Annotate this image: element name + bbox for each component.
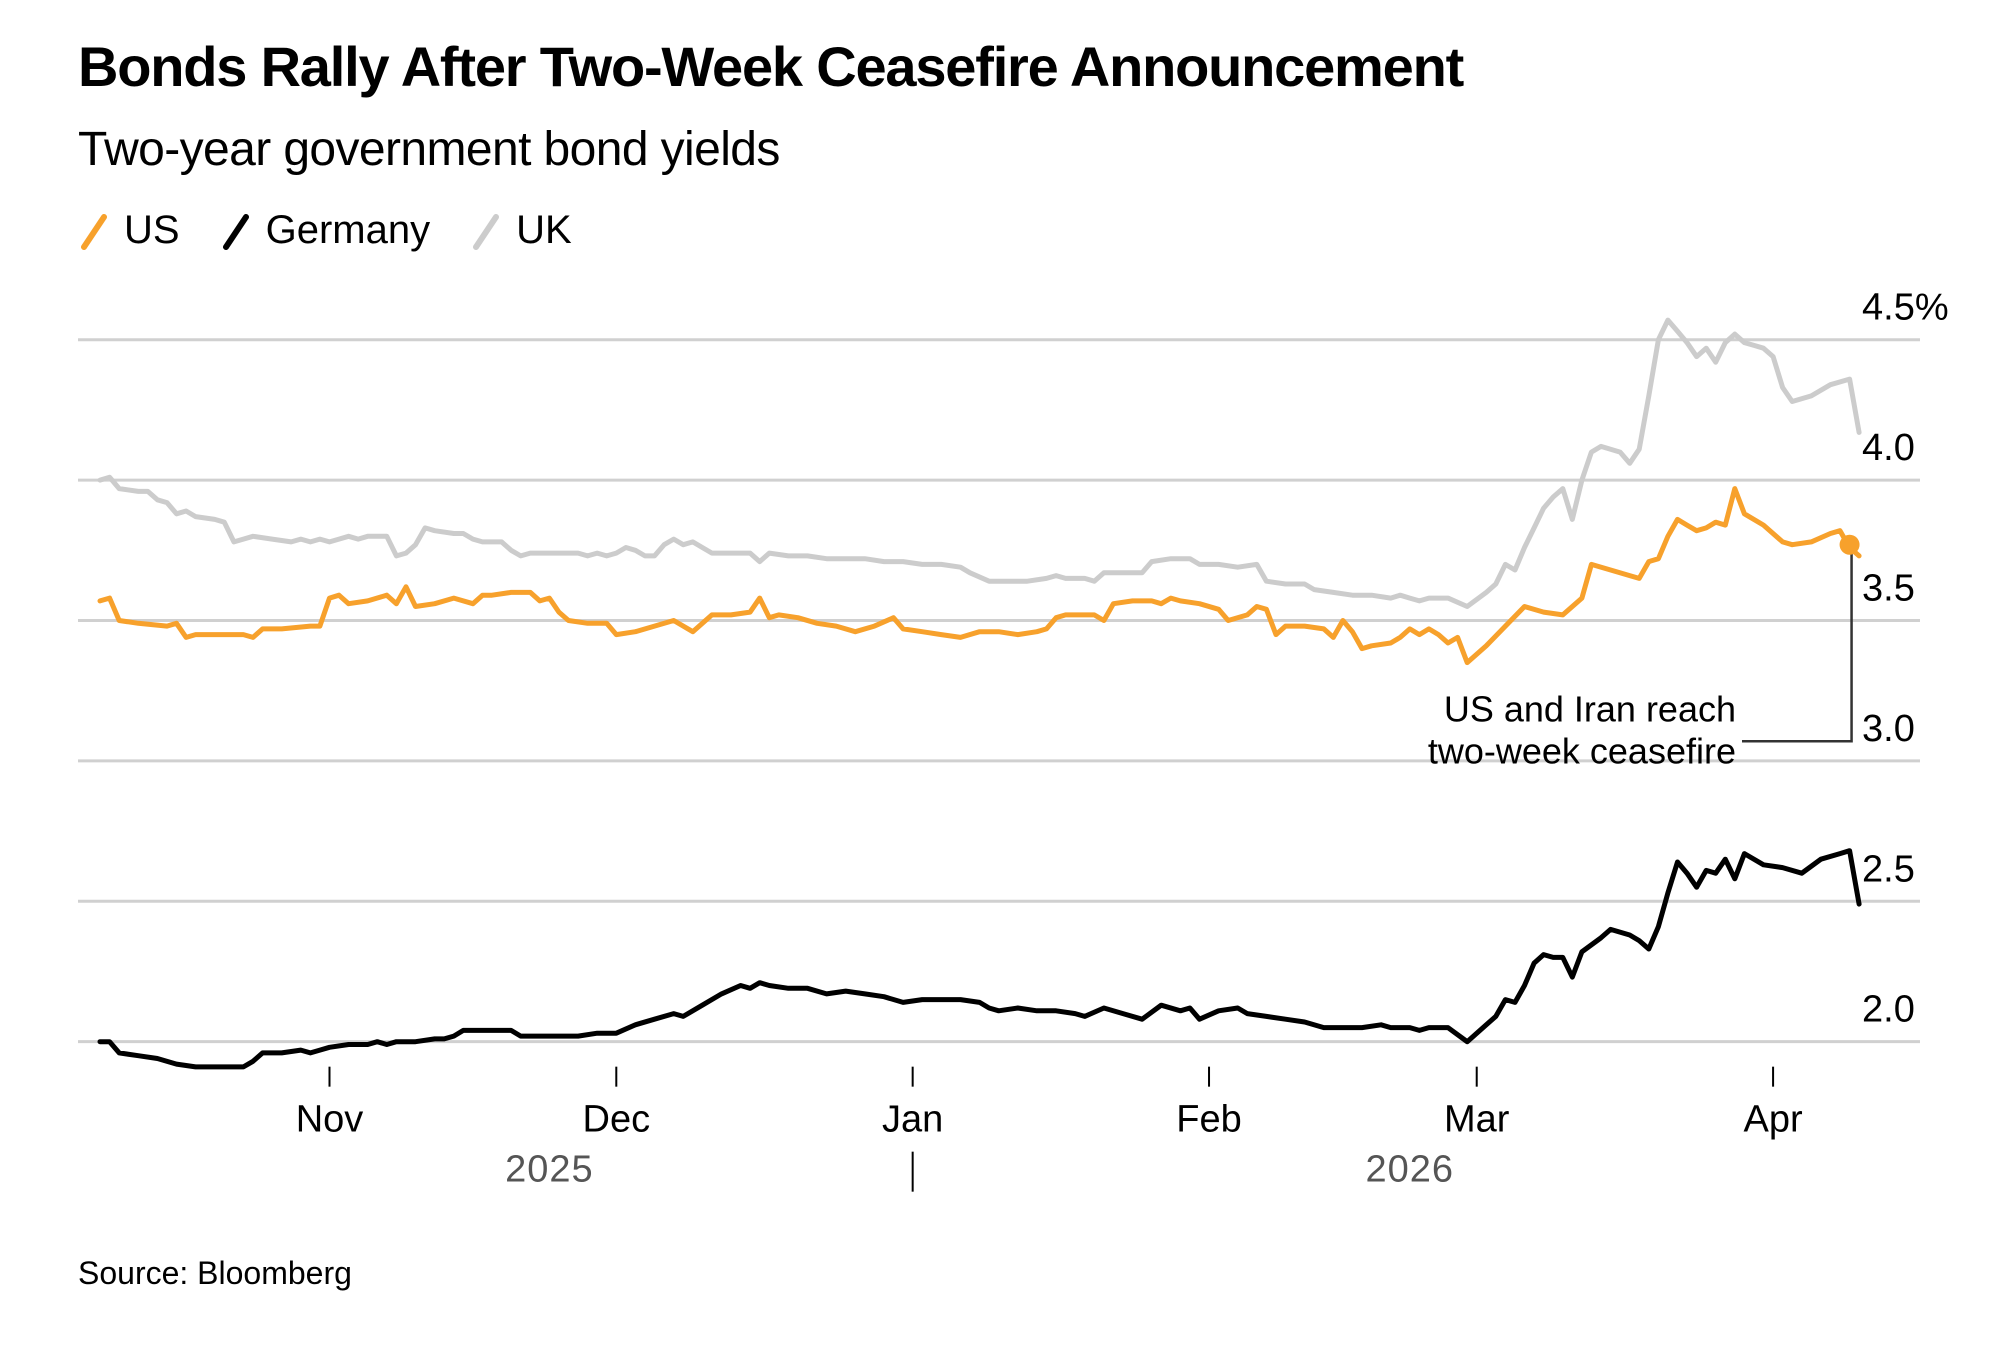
x-tick-label: Feb <box>1176 1099 1241 1141</box>
legend: US Germany UK <box>78 208 612 253</box>
annotation-marker-dot <box>1839 534 1860 555</box>
y-tick-label: 4.0 <box>1862 427 1915 469</box>
y-tick-label: 2.0 <box>1862 989 1915 1031</box>
x-tick-label: Dec <box>583 1099 651 1141</box>
series-line-uk <box>97 317 1862 609</box>
x-tick-label: Mar <box>1444 1099 1510 1141</box>
legend-uk-slash-icon <box>473 213 500 250</box>
legend-germany-label: Germany <box>265 208 431 252</box>
y-tick-label: 2.5 <box>1862 848 1915 890</box>
series-lines <box>97 317 1862 1070</box>
legend-germany-swatch <box>222 213 249 250</box>
annotation-leader-line <box>1742 544 1853 743</box>
chart-title: Bonds Rally After Two-Week Ceasefire Ann… <box>78 35 1464 98</box>
y-tick-label: 3.5 <box>1862 568 1915 610</box>
legend-us-swatch <box>81 213 107 250</box>
legend-germany-slash-icon <box>222 213 249 250</box>
legend-us-label: US <box>124 208 180 252</box>
year-label: 2025 <box>505 1149 594 1191</box>
x-tick-label: Apr <box>1744 1099 1803 1141</box>
chart-subtitle: Two-year government bond yields <box>78 123 780 176</box>
annotation-text-line: US and Iran reach <box>1444 689 1736 730</box>
x-tick-label: Jan <box>882 1099 943 1141</box>
series-line-germany <box>97 848 1862 1070</box>
legend-item-germany: Germany <box>220 208 431 253</box>
legend-uk-swatch <box>473 213 500 250</box>
legend-us-slash-icon <box>81 213 107 250</box>
y-tick-label: 3.0 <box>1862 708 1915 750</box>
x-tick-label: Nov <box>296 1099 364 1141</box>
legend-uk-label: UK <box>516 208 572 252</box>
year-label: 2026 <box>1366 1149 1455 1191</box>
y-tick-label: 4.5% <box>1862 287 1949 329</box>
x-axis: Nov Dec Jan Feb Mar Apr 2025 2026 <box>296 1066 1803 1192</box>
series-line-us <box>97 486 1862 666</box>
y-axis-labels: 2.0 2.5 3.0 3.5 4.0 4.5% <box>1862 287 1949 1031</box>
annotation-text-line: two-week ceasefire <box>1428 731 1736 772</box>
legend-item-uk: UK <box>470 208 572 253</box>
source-note: Source: Bloomberg <box>78 1255 352 1291</box>
legend-item-us: US <box>78 208 180 253</box>
